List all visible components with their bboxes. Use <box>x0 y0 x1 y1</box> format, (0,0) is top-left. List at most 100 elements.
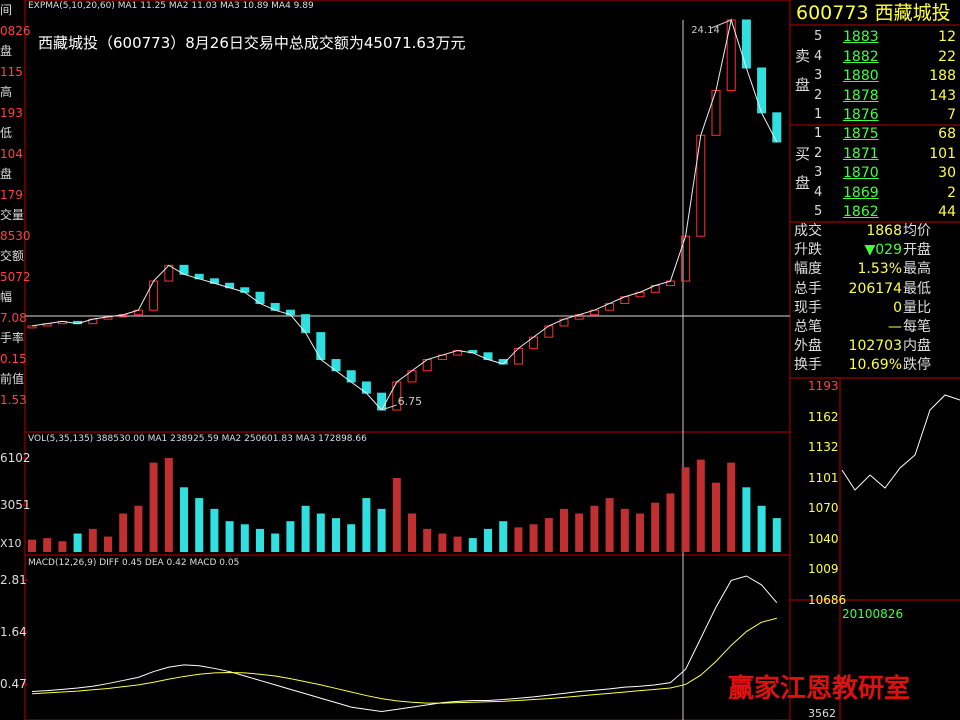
volume-bar <box>332 518 340 552</box>
info-label2: 内盘 <box>903 338 931 355</box>
volume-bar <box>666 493 675 552</box>
sell-label: 卖盘 <box>793 48 811 106</box>
left-label: 193 <box>0 105 23 120</box>
watermark: 赢家江恩教研室 <box>728 674 911 704</box>
mini-label: 1162 <box>808 409 839 424</box>
left-label: 115 <box>0 64 23 79</box>
volume-bar <box>636 513 644 552</box>
info-label: 外盘 <box>794 338 822 355</box>
left-label: 8530 <box>0 228 31 243</box>
info-label: 换手 <box>794 357 822 374</box>
macd-dea <box>31 617 777 704</box>
macd-tick: 2.81 <box>0 573 27 587</box>
volume-bar <box>560 508 568 552</box>
volume-bar <box>620 508 629 552</box>
mini-label: 1070 <box>808 501 839 515</box>
quote-price: 1870 <box>843 165 879 181</box>
quote-volume: 12 <box>938 29 956 45</box>
level: 3 <box>814 165 823 180</box>
left-label: 交量 <box>0 208 25 222</box>
info-label: 总手 <box>794 280 822 297</box>
left-label: 高 <box>0 85 13 99</box>
volume-bar <box>195 498 204 552</box>
left-label: 104 <box>0 146 23 161</box>
quote-price: 1880 <box>843 68 879 84</box>
caption: 西藏城投（600773）8月26日交易中总成交额为45071.63万元 <box>38 34 466 52</box>
quote-price: 1882 <box>843 48 879 65</box>
left-label: 盘 <box>0 44 13 58</box>
info-label2: 开盘 <box>903 242 931 259</box>
volume-bar <box>529 524 538 552</box>
level: 3 <box>814 68 823 83</box>
mini-date: 20100826 <box>842 607 904 621</box>
info-value: 10.69% <box>848 357 902 374</box>
candle <box>726 19 736 91</box>
volume-bar <box>696 459 705 552</box>
volume-bar <box>301 505 310 552</box>
volume-bar <box>134 505 143 552</box>
info-value: ▼029 <box>864 242 903 259</box>
volume-bar <box>240 524 249 552</box>
quote-volume: 101 <box>929 145 956 162</box>
level: 1 <box>814 107 823 122</box>
mini-label: 1009 <box>808 562 839 576</box>
volume-bar <box>210 508 219 552</box>
volume-bar <box>58 541 67 552</box>
volume-bar <box>180 487 188 552</box>
left-label: 盘 <box>0 167 13 181</box>
mini-label: 1193 <box>808 379 839 393</box>
volume-header: VOL(5,35,135) 388530.00 MA1 238925.59 MA… <box>28 434 367 444</box>
quote-price: 1871 <box>843 145 879 162</box>
quote-price: 1878 <box>843 87 879 104</box>
volume-bar <box>651 502 660 552</box>
quote-volume: 68 <box>938 126 956 142</box>
buy-label: 买盘 <box>793 146 811 204</box>
volume-bar <box>164 458 173 552</box>
candle <box>27 325 37 329</box>
quote-volume: 30 <box>938 165 956 181</box>
quote-volume: 143 <box>929 87 956 104</box>
quote-volume: 188 <box>929 68 956 84</box>
level: 1 <box>814 126 823 141</box>
volume-bar <box>453 536 462 552</box>
macd-tick: 1.64 <box>0 625 27 639</box>
volume-bar <box>408 513 416 552</box>
left-label: 1.53 <box>0 392 27 407</box>
info-label2: 最高 <box>903 261 931 278</box>
volume-bar <box>225 521 234 552</box>
volume-bar <box>347 524 356 552</box>
level: 2 <box>814 87 823 103</box>
frame <box>24 0 960 720</box>
volume-unit: X10 <box>0 537 22 550</box>
volume-bar <box>43 538 52 552</box>
volume-bar <box>438 533 447 552</box>
low-label: 6.75 <box>397 395 423 408</box>
macd-header: MACD(12,26,9) DIFF 0.45 DEA 0.42 MACD 0.… <box>28 558 240 568</box>
level: 4 <box>814 184 823 200</box>
volume-bar <box>28 539 36 552</box>
volume-bar <box>681 467 690 552</box>
volume-bar <box>256 528 264 552</box>
macd-tick: 0.47 <box>0 677 27 691</box>
info-label: 幅度 <box>794 261 822 278</box>
mini-trend <box>841 394 960 491</box>
quote-title: 600773 西藏城投 <box>796 2 951 24</box>
volume-bar <box>423 528 432 552</box>
mini-label: 1132 <box>808 440 839 454</box>
mini-label: 1040 <box>808 531 839 546</box>
quote-volume: 44 <box>938 204 956 220</box>
level: 5 <box>814 29 823 44</box>
volume-bar <box>772 518 781 552</box>
volume-bar <box>605 498 614 552</box>
left-label: 低 <box>0 126 13 140</box>
quote-price: 1862 <box>843 204 879 220</box>
info-value: 0 <box>893 299 902 316</box>
volume-bar <box>575 513 584 552</box>
quote-price: 1883 <box>843 29 879 45</box>
info-label2: 每笔 <box>903 319 931 335</box>
quote-price: 1875 <box>843 126 879 142</box>
volume-bar <box>590 505 599 552</box>
volume-bar <box>149 462 158 552</box>
left-label: 5072 <box>0 269 31 284</box>
left-label: 幅 <box>0 290 13 304</box>
